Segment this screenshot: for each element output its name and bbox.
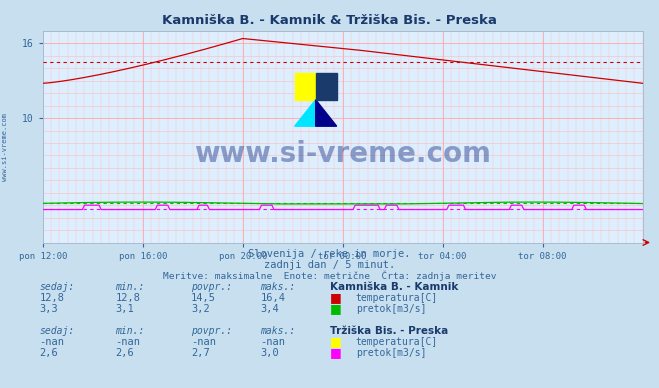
Text: 14,5: 14,5 (191, 293, 216, 303)
Text: maks.:: maks.: (260, 326, 295, 336)
Text: maks.:: maks.: (260, 282, 295, 293)
Text: povpr.:: povpr.: (191, 282, 232, 293)
Text: 12,8: 12,8 (40, 293, 65, 303)
Text: zadnji dan / 5 minut.: zadnji dan / 5 minut. (264, 260, 395, 270)
Text: www.si-vreme.com: www.si-vreme.com (2, 113, 9, 182)
Text: 3,0: 3,0 (260, 348, 279, 358)
Text: min.:: min.: (115, 326, 145, 336)
Text: 16,4: 16,4 (260, 293, 285, 303)
Text: temperatura[C]: temperatura[C] (356, 337, 438, 347)
Polygon shape (295, 100, 316, 126)
Text: min.:: min.: (115, 282, 145, 293)
Text: -nan: -nan (115, 337, 140, 347)
Text: temperatura[C]: temperatura[C] (356, 293, 438, 303)
Text: Slovenija / reke in morje.: Slovenija / reke in morje. (248, 249, 411, 259)
Text: 3,4: 3,4 (260, 304, 279, 314)
Text: ■: ■ (330, 335, 341, 348)
Text: Kamniška B. - Kamnik & Tržiška Bis. - Preska: Kamniška B. - Kamnik & Tržiška Bis. - Pr… (162, 14, 497, 27)
Text: 3,1: 3,1 (115, 304, 134, 314)
Text: ■: ■ (330, 302, 341, 315)
Text: pretok[m3/s]: pretok[m3/s] (356, 304, 426, 314)
Polygon shape (316, 73, 337, 100)
Text: 2,7: 2,7 (191, 348, 210, 358)
Text: Kamniška B. - Kamnik: Kamniška B. - Kamnik (330, 282, 458, 293)
Text: sedaj:: sedaj: (40, 326, 74, 336)
Text: 2,6: 2,6 (115, 348, 134, 358)
Text: 3,2: 3,2 (191, 304, 210, 314)
Text: ■: ■ (330, 291, 341, 304)
Text: pretok[m3/s]: pretok[m3/s] (356, 348, 426, 358)
Bar (295, 73, 316, 100)
Text: 12,8: 12,8 (115, 293, 140, 303)
Text: sedaj:: sedaj: (40, 282, 74, 293)
Text: www.si-vreme.com: www.si-vreme.com (194, 140, 491, 168)
Text: povpr.:: povpr.: (191, 326, 232, 336)
Text: 3,3: 3,3 (40, 304, 58, 314)
Text: Meritve: maksimalne  Enote: metrične  Črta: zadnja meritev: Meritve: maksimalne Enote: metrične Črta… (163, 271, 496, 281)
Text: Tržiška Bis. - Preska: Tržiška Bis. - Preska (330, 326, 447, 336)
Text: -nan: -nan (260, 337, 285, 347)
Text: -nan: -nan (191, 337, 216, 347)
Text: 2,6: 2,6 (40, 348, 58, 358)
Polygon shape (316, 100, 337, 126)
Text: ■: ■ (330, 346, 341, 359)
Text: -nan: -nan (40, 337, 65, 347)
